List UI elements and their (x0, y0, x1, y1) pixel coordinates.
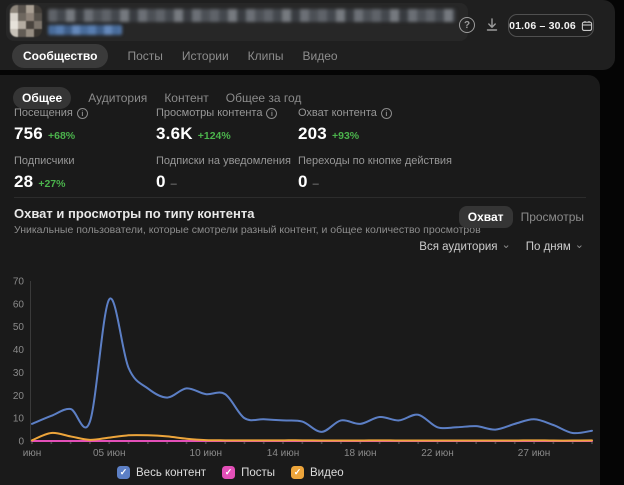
section-subtitle: Уникальные пользователи, которые смотрел… (14, 224, 481, 236)
chevron-down-icon: ⌄ (501, 239, 511, 251)
metrics-row-2: Подписчики 28 +27% Подписки на уведомлени… (14, 155, 452, 192)
reach-views-toggle: Охват Просмотры (458, 206, 584, 228)
check-icon: ✓ (119, 467, 128, 477)
svg-text:60: 60 (13, 299, 25, 310)
svg-text:05 июн: 05 июн (93, 448, 126, 459)
stats-subtab-bar: Общее Аудитория Контент Общее за год (13, 87, 301, 109)
chart-filters: Вся аудитория ⌄ По дням ⌄ (419, 239, 584, 254)
legend-label: Посты (241, 466, 276, 479)
svg-text:70: 70 (13, 277, 25, 288)
svg-text:июн: июн (23, 448, 42, 459)
date-range-label: 01.06 – 30.06 (509, 19, 576, 32)
calendar-icon (581, 20, 593, 31)
help-icon[interactable]: ? (459, 17, 475, 33)
tab-community[interactable]: Сообщество (12, 44, 109, 68)
chart-legend: ✓ Весь контент ✓ Посты ✓ Видео (117, 466, 344, 479)
svg-text:10 июн: 10 июн (190, 448, 223, 459)
metric-content-reach: Охват контента i 203 +93% (298, 107, 440, 144)
metric-change-badge: +27% (38, 178, 66, 190)
metric-label: Просмотры контента (156, 107, 263, 119)
metric-value: 3.6K (156, 124, 193, 143)
metric-value: 0 (156, 172, 166, 191)
metric-change-badge: +68% (47, 130, 76, 142)
granularity-filter-dropdown[interactable]: По дням ⌄ (525, 239, 584, 254)
metric-label: Подписки на уведомления (156, 155, 291, 167)
checkbox-checked-icon[interactable]: ✓ (117, 466, 130, 479)
legend-item-all-content[interactable]: ✓ Весь контент (117, 466, 206, 479)
metric-label: Охват контента (298, 107, 377, 119)
stats-card: Общее Аудитория Контент Общее за год Пос… (0, 75, 600, 485)
svg-text:0: 0 (18, 437, 24, 448)
reach-chart[interactable]: 0 10 20 30 40 50 60 70 июн 05 июн 10 июн 14 июн 18 и… (0, 268, 600, 460)
metric-change-badge: – (312, 178, 319, 190)
svg-text:27 июн: 27 июн (518, 448, 551, 459)
info-icon[interactable]: i (380, 107, 392, 119)
check-icon: ✓ (224, 467, 233, 477)
tab-clips[interactable]: Клипы (247, 49, 284, 63)
svg-text:14 июн: 14 июн (267, 448, 300, 459)
svg-text:40: 40 (13, 345, 25, 356)
audience-filter-label: Вся аудитория (419, 241, 498, 253)
audience-filter-dropdown[interactable]: Вся аудитория ⌄ (419, 239, 511, 254)
check-icon: ✓ (293, 467, 302, 477)
toggle-views[interactable]: Просмотры (520, 210, 584, 224)
metric-label: Посещения (14, 107, 73, 119)
tab-posts[interactable]: Посты (127, 49, 163, 63)
date-range-button[interactable]: 01.06 – 30.06 (508, 14, 594, 37)
subtab-year-general[interactable]: Общее за год (225, 91, 302, 105)
metric-content-views: Просмотры контента i 3.6K +124% (156, 107, 298, 144)
avatar[interactable] (10, 5, 42, 37)
metric-value: 203 (298, 124, 327, 143)
metric-change-badge: +93% (331, 130, 360, 142)
metric-label: Переходы по кнопке действия (298, 155, 453, 167)
subtab-audience[interactable]: Аудитория (88, 91, 148, 105)
download-icon[interactable] (484, 17, 500, 33)
tab-stories[interactable]: Истории (181, 49, 229, 63)
legend-item-video[interactable]: ✓ Видео (291, 466, 344, 479)
svg-text:30: 30 (13, 368, 25, 379)
top-tab-bar: Сообщество Посты Истории Клипы Видео (12, 44, 338, 68)
metric-value: 28 (14, 172, 34, 191)
redacted-community-info (6, 3, 468, 41)
metric-value: 0 (298, 172, 308, 191)
redacted-community-link[interactable] (48, 25, 122, 35)
metric-visits: Посещения i 756 +68% (14, 107, 156, 144)
svg-text:18 июн: 18 июн (344, 448, 377, 459)
metrics-row-1: Посещения i 756 +68% Просмотры контента i 3… (14, 107, 440, 144)
redacted-community-title (48, 9, 456, 22)
svg-text:22 июн: 22 июн (421, 448, 454, 459)
metric-label: Подписчики (14, 155, 75, 167)
page-header: ? 01.06 – 30.06 Сообщество Посты Истории… (0, 0, 615, 70)
svg-text:50: 50 (13, 322, 25, 333)
metric-notification-subs: Подписки на уведомления 0– (156, 155, 298, 192)
section-divider (14, 197, 586, 198)
checkbox-checked-icon[interactable]: ✓ (291, 466, 305, 479)
metric-change-badge: – (170, 178, 177, 190)
metric-change-badge: +124% (197, 130, 231, 142)
subtab-content[interactable]: Контент (164, 91, 209, 105)
metric-action-button-clicks: Переходы по кнопке действия 0– (298, 155, 452, 192)
granularity-filter-label: По дням (525, 241, 571, 253)
checkbox-checked-icon[interactable]: ✓ (222, 466, 236, 479)
tab-video[interactable]: Видео (302, 49, 338, 63)
legend-label: Весь контент (136, 466, 207, 479)
subtab-general[interactable]: Общее (13, 87, 72, 109)
svg-text:10: 10 (13, 414, 25, 425)
info-icon[interactable]: i (266, 107, 278, 119)
chevron-down-icon: ⌄ (574, 239, 584, 251)
legend-item-posts[interactable]: ✓ Посты (222, 466, 275, 479)
legend-label: Видео (310, 466, 344, 479)
section-title: Охват и просмотры по типу контента (14, 206, 255, 221)
svg-text:20: 20 (13, 391, 25, 402)
info-icon[interactable]: i (76, 107, 88, 119)
toggle-reach[interactable]: Охват (458, 206, 513, 228)
metric-subscribers: Подписчики 28 +27% (14, 155, 156, 192)
metric-value: 756 (14, 124, 43, 143)
